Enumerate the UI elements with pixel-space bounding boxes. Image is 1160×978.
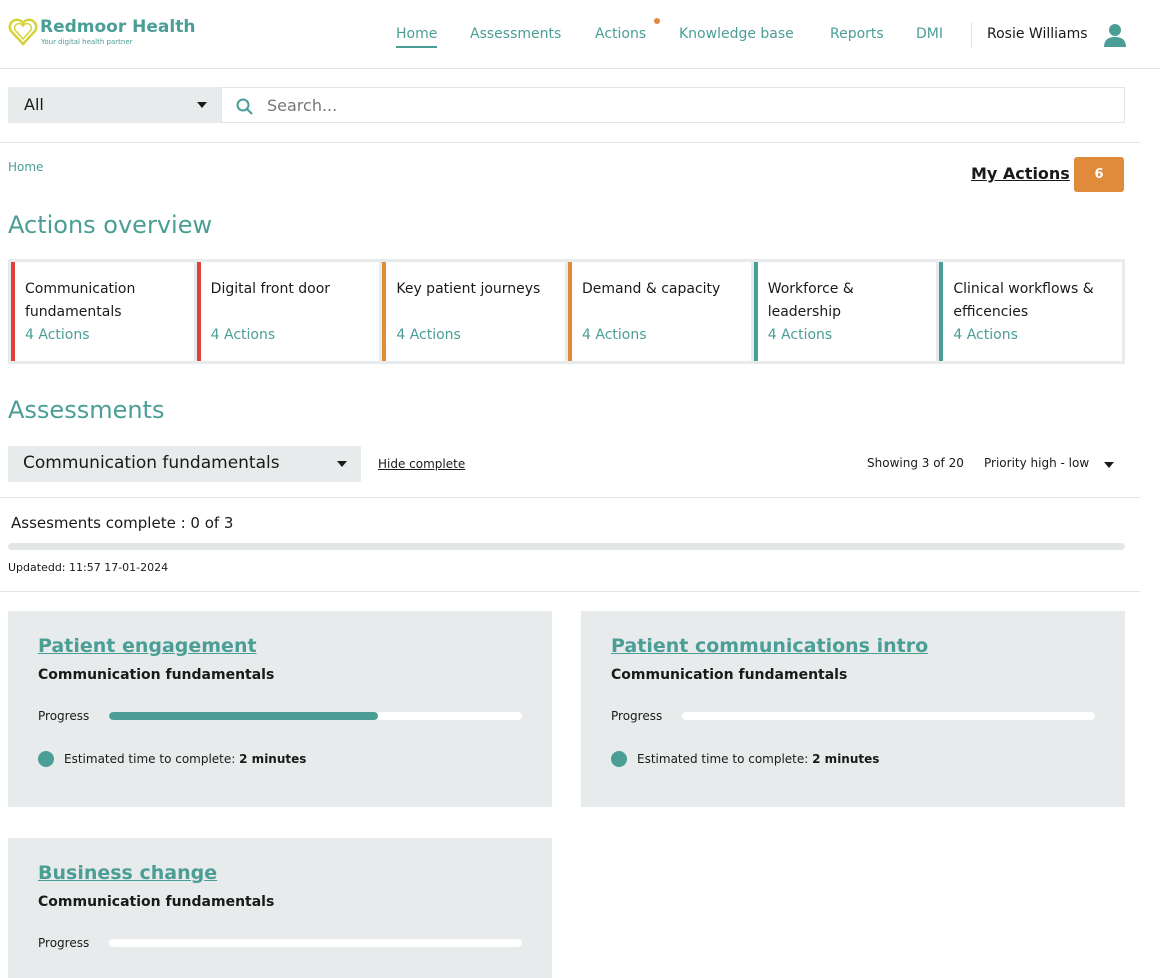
updated-timestamp: Updatedd: 11:57 17-01-2024	[8, 561, 169, 574]
nav-reports[interactable]: Reports	[830, 26, 884, 42]
assessments-title: Assessments	[8, 396, 165, 424]
actions-overview-title: Actions overview	[8, 211, 213, 239]
card-action-count[interactable]: 4 Actions	[25, 327, 90, 343]
action-category-card[interactable]: Communication fundamentals 4 Actions	[11, 262, 194, 361]
assessment-title-link[interactable]: Patient engagement	[38, 635, 257, 657]
progress-fill	[109, 712, 378, 720]
assessments-complete-text: Assesments complete : 0 of 3	[11, 514, 234, 532]
stopwatch-icon	[611, 751, 627, 767]
action-category-card[interactable]: Key patient journeys 4 Actions	[382, 262, 566, 361]
brand-tagline: Your digital health partner	[41, 38, 133, 46]
estimated-time-label: Estimated time to complete:	[637, 752, 809, 766]
search-input[interactable]: Search...	[221, 87, 1125, 123]
my-actions-count-badge[interactable]: 6	[1074, 157, 1124, 192]
estimated-time-value: 2 minutes	[812, 752, 880, 766]
assessment-category-select[interactable]: Communication fundamentals	[8, 446, 361, 482]
overall-progress-bar	[8, 543, 1125, 550]
actions-overview-cards: Communication fundamentals 4 Actions Digit…	[8, 259, 1125, 364]
card-title: Key patient journeys	[396, 281, 541, 297]
card-title: Digital front door	[210, 281, 331, 297]
hide-complete-link[interactable]: Hide complete	[378, 457, 466, 471]
assessment-progress-bar	[682, 712, 1095, 720]
top-navbar: Redmoor Health Your digital health partn…	[0, 0, 1160, 69]
divider	[0, 142, 1140, 143]
divider	[0, 497, 1140, 498]
sort-select[interactable]: Priority high - low	[984, 456, 1090, 470]
search-placeholder: Search...	[267, 96, 338, 115]
action-category-card[interactable]: Demand & capacity 4 Actions	[568, 262, 751, 361]
action-category-card[interactable]: Clinical workflows & efficencies 4 Action…	[939, 262, 1123, 361]
brand-name[interactable]: Redmoor Health	[40, 17, 196, 37]
assessment-title-link[interactable]: Business change	[38, 862, 218, 884]
assessment-card: Patient communications intro Communicati…	[581, 611, 1125, 807]
search-icon	[236, 98, 253, 115]
notification-dot	[654, 18, 660, 24]
nav-assessments[interactable]: Assessments	[470, 26, 562, 42]
breadcrumb[interactable]: Home	[8, 160, 44, 174]
assessment-subtitle: Communication fundamentals	[611, 667, 848, 683]
nav-divider	[971, 22, 972, 48]
assessment-card: Business change Communication fundamenta…	[8, 838, 552, 978]
caret-down-icon	[197, 102, 207, 108]
assessment-subtitle: Communication fundamentals	[38, 894, 275, 910]
estimated-time-label: Estimated time to complete:	[64, 752, 236, 766]
card-title: Clinical workflows & efficencies	[953, 281, 1094, 320]
card-title: Demand & capacity	[582, 281, 721, 297]
progress-label: Progress	[611, 709, 663, 723]
card-action-count[interactable]: 4 Actions	[767, 327, 833, 343]
assessment-progress-bar	[109, 939, 522, 947]
action-category-card[interactable]: Workforce & leadership 4 Actions	[753, 262, 937, 361]
estimated-time-value: 2 minutes	[239, 752, 307, 766]
my-actions-link[interactable]: My Actions	[971, 164, 1070, 183]
nav-dmi[interactable]: DMI	[916, 26, 943, 42]
category-value: Communication fundamentals	[23, 453, 280, 473]
nav-actions[interactable]: Actions	[595, 26, 647, 42]
user-avatar-icon[interactable]	[1104, 23, 1126, 47]
heart-logo-icon	[8, 18, 38, 46]
progress-label: Progress	[38, 936, 90, 950]
filter-value: All	[24, 95, 44, 114]
card-action-count[interactable]: 4 Actions	[396, 327, 461, 343]
caret-down-icon[interactable]	[1104, 462, 1114, 468]
assessment-title-link[interactable]: Patient communications intro	[611, 635, 929, 657]
assessment-progress-bar	[109, 712, 522, 720]
search-filter-select[interactable]: All	[8, 87, 221, 123]
divider	[0, 591, 1140, 592]
caret-down-icon	[337, 461, 347, 467]
user-name[interactable]: Rosie Williams	[987, 26, 1088, 42]
card-title: Workforce & leadership	[767, 281, 854, 320]
card-action-count[interactable]: 4 Actions	[953, 327, 1018, 343]
progress-label: Progress	[38, 709, 90, 723]
action-category-card[interactable]: Digital front door 4 Actions	[196, 262, 380, 361]
card-action-count[interactable]: 4 Actions	[210, 327, 276, 343]
card-title: Communication fundamentals	[25, 281, 136, 320]
nav-knowledge-base[interactable]: Knowledge base	[679, 26, 794, 42]
stopwatch-icon	[38, 751, 54, 767]
nav-home[interactable]: Home	[396, 26, 438, 48]
showing-count: Showing 3 of 20	[867, 456, 964, 470]
card-action-count[interactable]: 4 Actions	[582, 327, 647, 343]
assessment-subtitle: Communication fundamentals	[38, 667, 275, 683]
assessment-card: Patient engagement Communication fundame…	[8, 611, 552, 807]
